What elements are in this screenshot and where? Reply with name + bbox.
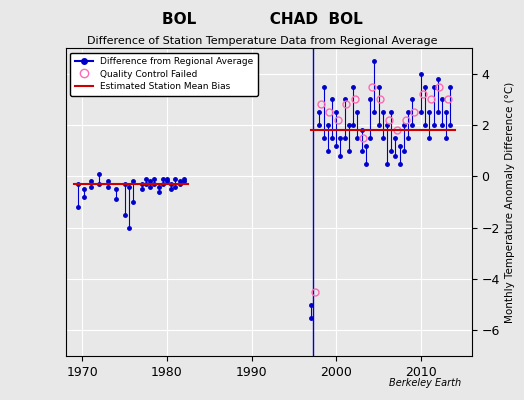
Text: BOL              CHAD  BOL: BOL CHAD BOL — [161, 12, 363, 27]
Y-axis label: Monthly Temperature Anomaly Difference (°C): Monthly Temperature Anomaly Difference (… — [505, 81, 515, 323]
Text: Berkeley Earth: Berkeley Earth — [389, 378, 461, 388]
Text: Difference of Station Temperature Data from Regional Average: Difference of Station Temperature Data f… — [87, 36, 437, 46]
